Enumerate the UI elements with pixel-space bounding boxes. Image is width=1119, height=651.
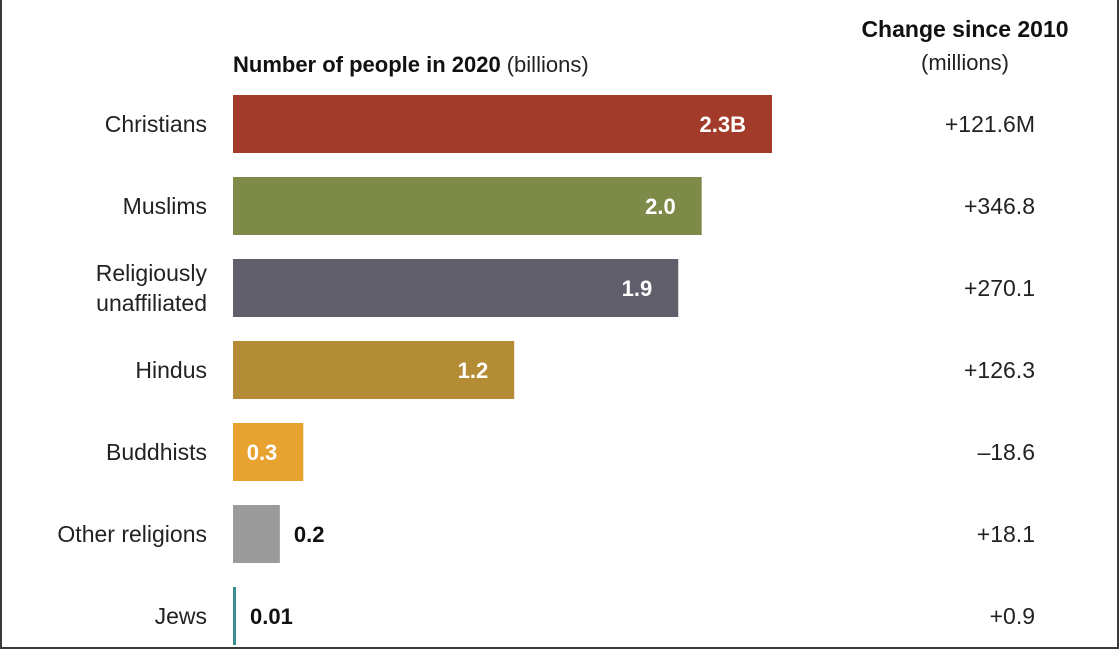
bar [233,177,702,235]
chart-title: Number of people in 2020 (billions) [233,52,589,78]
category-label: Muslims [123,193,207,219]
value-label: 0.3 [247,440,278,465]
bar [233,95,772,153]
value-label: 0.01 [250,604,293,629]
value-label: 1.2 [458,358,489,383]
category-label: Buddhists [106,439,207,465]
value-label: 2.0 [645,194,676,219]
category-label: unaffiliated [96,290,207,316]
change-value: +0.9 [990,603,1035,629]
change-column-title: Change since 2010 [861,16,1069,42]
change-value: +18.1 [977,521,1035,547]
change-column-header: Change since 2010 (millions) [815,12,1115,80]
category-label: Jews [155,603,207,629]
change-value: +121.6M [945,111,1035,137]
value-label: 0.2 [294,522,325,547]
change-value: +346.8 [964,193,1035,219]
change-value: +126.3 [964,357,1035,383]
category-label: Religiously [96,260,208,286]
value-label: 1.9 [622,276,653,301]
chart-title-unit: (billions) [506,52,589,77]
category-label: Other religions [57,521,207,547]
chart-title-main: Number of people in 2020 [233,52,501,77]
bar [233,423,304,481]
bar [233,341,515,399]
category-label: Christians [105,111,207,137]
bar [233,505,280,563]
bar [233,259,679,317]
change-value: +270.1 [964,275,1035,301]
bar [233,587,236,645]
value-label: 2.3B [700,112,746,137]
category-label: Hindus [135,357,207,383]
change-column-unit: (millions) [921,50,1009,75]
change-value: –18.6 [977,439,1035,465]
